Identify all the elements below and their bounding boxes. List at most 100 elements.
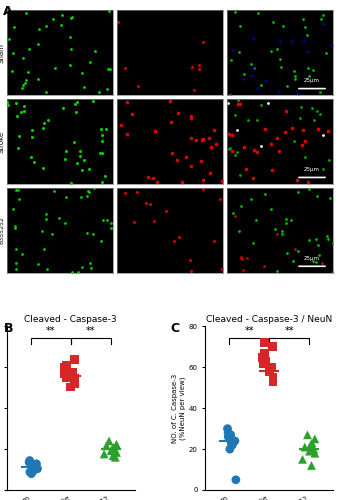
Point (206, 134, 211, 142)
Point (260, 359, 266, 367)
Point (73, 108, 79, 116)
Point (132, 218, 137, 226)
Point (175, 156, 180, 164)
Point (227, 91, 233, 99)
Point (296, 188, 301, 196)
Point (36, 25, 42, 33)
Point (63, 193, 69, 201)
Point (314, 107, 320, 115)
Text: **: ** (46, 326, 55, 336)
Point (209, 143, 214, 151)
Point (58, 20, 64, 28)
Point (105, 85, 110, 93)
Point (29, 132, 35, 140)
Point (147, 200, 153, 208)
Point (169, 150, 175, 158)
Point (274, 46, 280, 54)
Point (200, 135, 206, 143)
Point (175, 109, 181, 117)
Point (109, 445, 115, 453)
Point (25, 68, 31, 76)
Point (306, 72, 312, 80)
Point (104, 216, 110, 224)
Point (316, 251, 322, 259)
Point (68, 45, 74, 53)
Point (274, 266, 279, 274)
Point (230, 46, 235, 54)
Point (134, 188, 140, 196)
Point (97, 149, 102, 157)
Point (326, 156, 332, 164)
Point (211, 236, 216, 244)
Text: C: C (170, 322, 179, 336)
Point (64, 372, 70, 380)
Point (219, 177, 225, 185)
Point (27, 458, 32, 466)
Point (35, 74, 40, 82)
Point (27, 468, 33, 476)
Point (124, 98, 130, 106)
Point (98, 125, 103, 133)
Point (292, 67, 297, 75)
Point (284, 82, 289, 90)
Point (201, 185, 206, 193)
Point (291, 137, 296, 145)
Point (297, 114, 302, 122)
Point (234, 126, 240, 134)
Point (104, 442, 109, 450)
Point (9, 68, 14, 76)
Point (180, 178, 185, 186)
Point (34, 460, 39, 468)
Point (44, 210, 49, 218)
Text: A: A (3, 5, 13, 18)
Point (302, 36, 307, 44)
Point (64, 362, 69, 370)
Point (219, 265, 224, 273)
Point (21, 102, 27, 110)
Point (60, 104, 66, 112)
Point (289, 216, 294, 224)
Point (269, 166, 274, 174)
Point (320, 259, 325, 267)
Point (124, 130, 130, 138)
Point (169, 118, 174, 126)
Point (275, 134, 280, 141)
Point (99, 148, 105, 156)
Point (114, 448, 119, 456)
Point (296, 90, 301, 98)
Point (317, 88, 322, 96)
Point (327, 194, 333, 202)
Point (278, 38, 283, 46)
Point (305, 64, 310, 72)
Point (305, 178, 310, 186)
Point (330, 268, 336, 276)
Point (28, 153, 33, 161)
Point (109, 224, 114, 232)
Point (237, 172, 242, 179)
Point (189, 162, 194, 170)
Title: Cleaved - Caspase-3 / NeuN: Cleaved - Caspase-3 / NeuN (206, 316, 332, 324)
Point (114, 440, 119, 448)
Point (108, 446, 114, 454)
Point (277, 148, 282, 156)
Point (313, 258, 319, 266)
Point (122, 64, 128, 72)
Point (5, 98, 10, 106)
Point (238, 252, 243, 260)
Point (31, 466, 37, 474)
Point (41, 118, 47, 126)
Point (72, 100, 78, 108)
Point (283, 218, 289, 226)
Point (78, 193, 84, 201)
Point (43, 88, 48, 96)
Point (52, 64, 58, 72)
Point (189, 63, 194, 71)
Point (226, 130, 232, 138)
Point (5, 101, 11, 109)
Point (250, 72, 255, 80)
Point (258, 101, 264, 109)
Point (305, 48, 311, 56)
Point (108, 219, 114, 227)
Point (201, 38, 206, 46)
Point (283, 215, 288, 223)
